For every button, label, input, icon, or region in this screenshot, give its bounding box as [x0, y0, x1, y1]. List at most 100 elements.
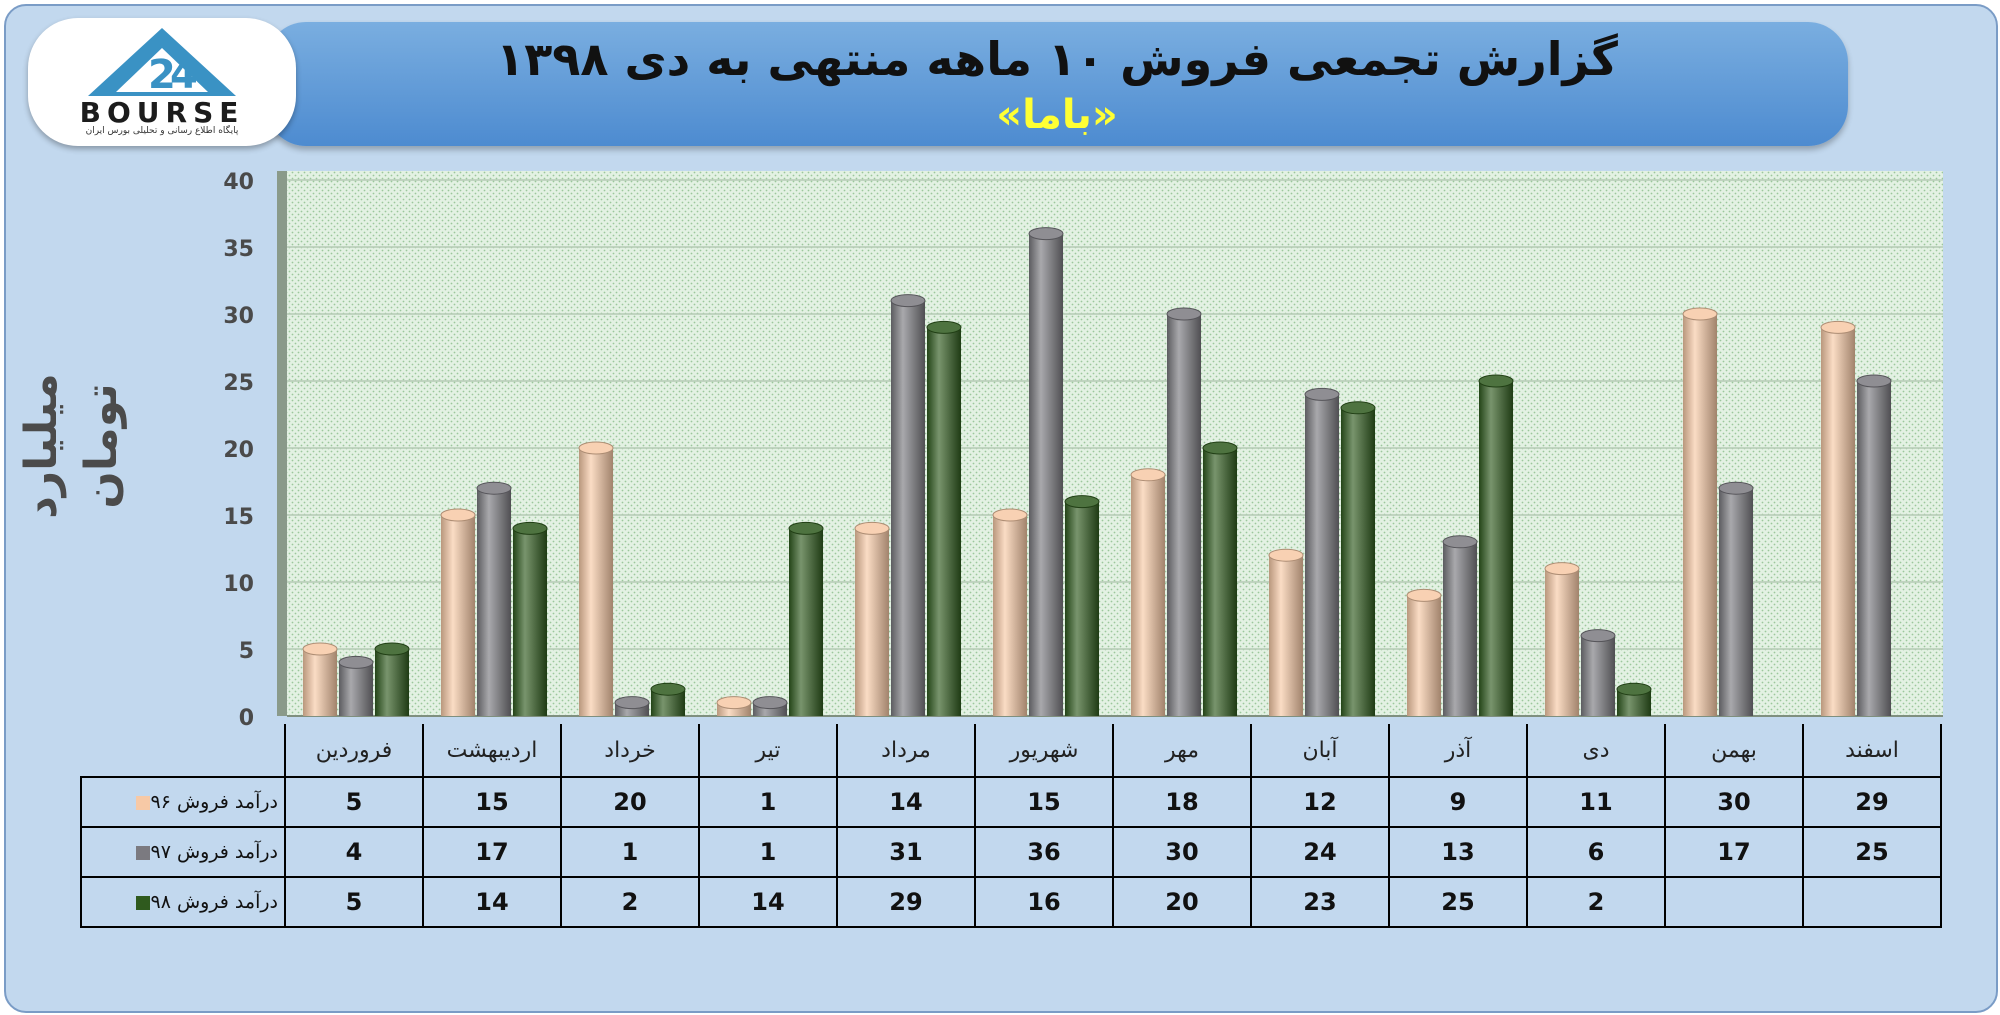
bar-cap — [1580, 629, 1616, 643]
bar-cap — [302, 642, 338, 656]
table-cell: 25 — [1388, 876, 1528, 928]
bar-cap — [440, 508, 476, 522]
report-frame: گزارش تجمعی فروش ۱۰ ماهه منتهی به دی ۱۳۹… — [4, 4, 1998, 1013]
table-cell: 18 — [1112, 776, 1252, 828]
bar-cap — [578, 441, 614, 455]
bar-1-آذر — [1407, 595, 1441, 716]
bar-cap — [614, 696, 650, 710]
table-cell: 17 — [422, 826, 562, 878]
bar-3-تیر — [789, 528, 823, 716]
svg-text:2: 2 — [148, 52, 176, 98]
y-tick-label: 35 — [223, 237, 254, 262]
bar-cap — [788, 521, 824, 535]
bar-cap — [650, 682, 686, 696]
table-cell: 12 — [1250, 776, 1390, 828]
bar-3-آذر — [1479, 381, 1513, 716]
table-cell: 14 — [698, 876, 838, 928]
bar-2-آبان — [1305, 394, 1339, 716]
bar-cap — [1028, 227, 1064, 241]
table-cell: 20 — [1112, 876, 1252, 928]
bar-cap — [752, 696, 788, 710]
table-cell: 4 — [284, 826, 424, 878]
bar-cap — [512, 521, 548, 535]
bar-cap — [1202, 441, 1238, 455]
table-row: درآمد فروش ۹۷ 4 17 1 1 31 36 30 24 13 6 17 25 — [80, 826, 1942, 878]
category-label: اسفند — [1802, 724, 1942, 778]
category-label: خرداد — [560, 724, 700, 778]
bar-1-خرداد — [579, 448, 613, 716]
bar-1-مرداد — [855, 528, 889, 716]
bar-1-آبان — [1269, 555, 1303, 716]
bar-cap — [854, 521, 890, 535]
table-cell: 5 — [284, 876, 424, 928]
category-label: تیر — [698, 724, 838, 778]
category-label: آذر — [1388, 724, 1528, 778]
table-cell: 15 — [422, 776, 562, 828]
bar-cap — [1682, 307, 1718, 321]
y-tick-label: 10 — [223, 572, 254, 597]
category-label: شهریور — [974, 724, 1114, 778]
table-cell: 16 — [974, 876, 1114, 928]
legend-label: درآمد فروش ۹۷ — [150, 841, 278, 863]
category-label: دی — [1526, 724, 1666, 778]
table-cell: 23 — [1250, 876, 1390, 928]
chart-title: گزارش تجمعی فروش ۱۰ ماهه منتهی به دی ۱۳۹… — [496, 32, 1618, 86]
bar-cap — [1304, 387, 1340, 401]
bar-1-اسفند — [1821, 327, 1855, 716]
table-cell: 14 — [836, 776, 976, 828]
bar-2-مرداد — [891, 300, 925, 716]
legend-entry: درآمد فروش ۹۸ — [80, 876, 286, 928]
bar-1-اردیبهشت — [441, 515, 475, 716]
bar-3-مهر — [1203, 448, 1237, 716]
bar-1-فروردین — [303, 649, 337, 716]
logo-wordmark: BOURSE — [79, 96, 245, 129]
table-cell: 36 — [974, 826, 1114, 878]
bar-cap — [1544, 562, 1580, 576]
data-table: فروردین اردیبهشت خرداد تیر مرداد شهریور مهر آبا… — [80, 724, 1942, 928]
table-cell: 24 — [1250, 826, 1390, 878]
bar-cap — [476, 481, 512, 495]
y-tick-label: 5 — [239, 639, 254, 664]
company-name: «باما» — [996, 92, 1118, 138]
table-cell — [1664, 876, 1804, 928]
bar-2-فروردین — [339, 662, 373, 716]
y-tick-label: 40 — [223, 170, 254, 195]
svg-text:4: 4 — [170, 52, 198, 98]
bar-cap — [1820, 320, 1856, 334]
plot-area — [287, 171, 1943, 716]
table-cell: 5 — [284, 776, 424, 828]
bar-cap — [1340, 401, 1376, 415]
table-cell: 15 — [974, 776, 1114, 828]
bar-2-شهریور — [1029, 233, 1063, 716]
bar-cap — [374, 642, 410, 656]
bourse-logo: 2 4 BOURSE پایگاه اطلاع رسانی و تحلیلی ب… — [28, 18, 296, 146]
table-cell: 11 — [1526, 776, 1666, 828]
y-tick-label: 30 — [223, 304, 254, 329]
category-label: آبان — [1250, 724, 1390, 778]
category-label: مرداد — [836, 724, 976, 778]
table-row: درآمد فروش ۹۸ 5 14 2 14 29 16 20 23 25 2 — [80, 876, 1942, 928]
bar-2-اسفند — [1857, 381, 1891, 716]
y-tick-label: 20 — [223, 438, 254, 463]
table-cell: 1 — [698, 776, 838, 828]
legend-entry: درآمد فروش ۹۷ — [80, 826, 286, 878]
bar-cap — [992, 508, 1028, 522]
table-cell: 13 — [1388, 826, 1528, 878]
bar-3-اردیبهشت — [513, 528, 547, 716]
bar-3-فروردین — [375, 649, 409, 716]
logo-tagline: پایگاه اطلاع رسانی و تحلیلی بورس ایران — [85, 126, 239, 136]
bar-1-بهمن — [1683, 314, 1717, 716]
bar-cap — [338, 655, 374, 669]
bar-cap — [890, 294, 926, 308]
bar-cap — [716, 696, 752, 710]
title-banner: گزارش تجمعی فروش ۱۰ ماهه منتهی به دی ۱۳۹… — [266, 22, 1848, 146]
bar-1-دی — [1545, 568, 1579, 716]
bar-2-مهر — [1167, 314, 1201, 716]
table-cell: 29 — [836, 876, 976, 928]
bar-1-مهر — [1131, 474, 1165, 716]
bar-2-بهمن — [1719, 488, 1753, 716]
bar-2-آذر — [1443, 541, 1477, 716]
category-label: بهمن — [1664, 724, 1804, 778]
bar-cap — [1130, 468, 1166, 482]
bar-cap — [1478, 374, 1514, 388]
